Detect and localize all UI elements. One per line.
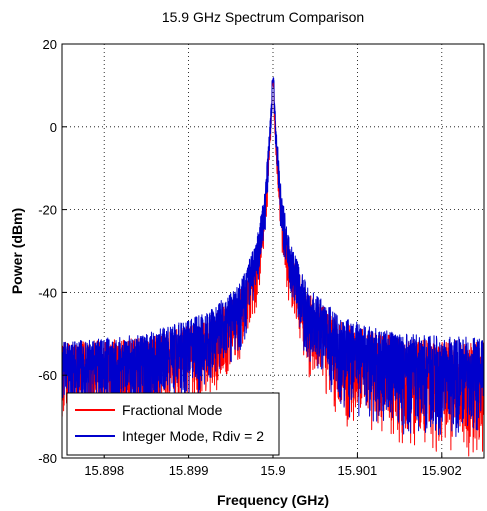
y-tick-label: 20 (43, 37, 57, 52)
y-tick-label: -60 (38, 368, 57, 383)
x-tick-label: 15.9 (260, 463, 285, 478)
y-tick-label: -40 (38, 285, 57, 300)
y-axis-label: Power (dBm) (9, 208, 25, 294)
legend-label: Integer Mode, Rdiv = 2 (122, 428, 264, 444)
x-tick-label: 15.898 (84, 463, 124, 478)
legend-box (66, 392, 280, 456)
x-tick-label: 15.899 (169, 463, 209, 478)
chart-title: 15.9 GHz Spectrum Comparison (162, 9, 364, 25)
series-line-integer (61, 77, 485, 438)
y-tick-label: -20 (38, 203, 57, 218)
y-axis-ticks: 20 0 -20 -40 -60 -80 (38, 37, 67, 466)
legend-label: Fractional Mode (122, 402, 223, 418)
x-axis-ticks: 15.898 15.899 15.9 15.901 15.902 (84, 453, 462, 478)
y-tick-label: 0 (50, 120, 57, 135)
x-tick-label: 15.902 (422, 463, 462, 478)
x-tick-label: 15.901 (338, 463, 378, 478)
y-tick-label: -80 (38, 451, 57, 466)
series-layer (61, 77, 485, 457)
legend: Fractional Mode Integer Mode, Rdiv = 2 (66, 392, 280, 456)
x-axis-label: Frequency (GHz) (217, 492, 329, 508)
